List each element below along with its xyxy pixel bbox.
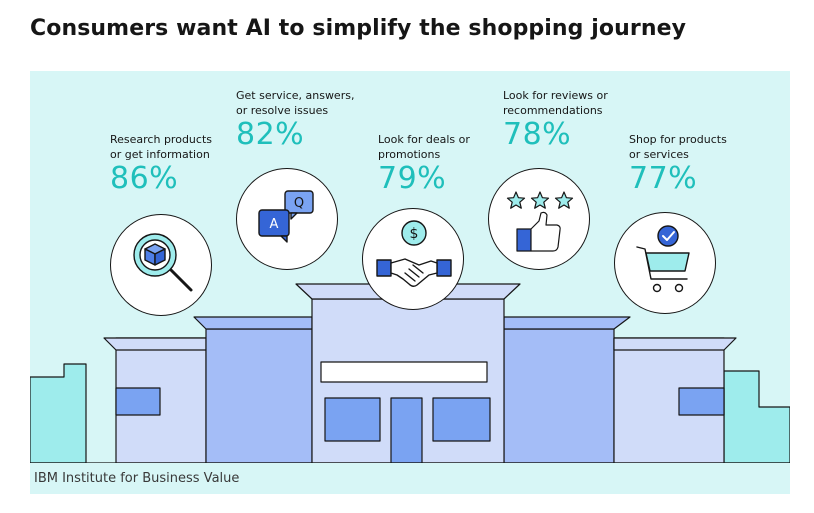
source-credit: IBM Institute for Business Value [34, 471, 240, 486]
stat-label: Shop for products or services [629, 133, 727, 161]
star-icon [530, 191, 550, 209]
stat-value: 77% [629, 161, 698, 196]
stat-value: 79% [378, 161, 447, 196]
center-left-window [324, 397, 381, 442]
chat-bubbles-icon: Q A [236, 168, 338, 270]
star-icon [506, 191, 526, 209]
store-door [390, 397, 423, 464]
stat-value: 82% [236, 117, 305, 152]
left-teal-building [30, 363, 87, 464]
right-window [678, 387, 725, 416]
page-title: Consumers want AI to simplify the shoppi… [30, 16, 687, 41]
star-icon [554, 191, 574, 209]
stat-service: Get service, answers, or resolve issues 8… [236, 88, 376, 152]
stat-label: Look for deals or promotions [378, 133, 470, 161]
stat-label: Look for reviews or recommendations [503, 89, 608, 117]
stat-label: Get service, answers, or resolve issues [236, 89, 355, 117]
store-sign [320, 361, 488, 383]
check-circle-icon [657, 225, 679, 247]
left-window [115, 387, 161, 416]
stars-thumbs-up-icon [488, 168, 590, 270]
handshake-dollar-icon: $ [362, 208, 464, 310]
left-dark-wing [205, 328, 313, 464]
stat-label: Research products or get information [110, 133, 212, 161]
center-right-window [432, 397, 491, 442]
stat-value: 78% [503, 117, 572, 152]
cube-magnifier-icon [110, 214, 212, 316]
storefront-illustration [30, 283, 790, 464]
stat-shop: Shop for products or services 77% [629, 132, 769, 196]
stat-value: 86% [110, 161, 179, 196]
right-teal-building [723, 370, 790, 464]
stat-deals: Look for deals or promotions 79% [378, 132, 518, 196]
dollar-sign: $ [410, 226, 419, 242]
chat-answer-letter: A [270, 217, 279, 232]
stat-reviews: Look for reviews or recommendations 78% [503, 88, 643, 152]
stat-research: Research products or get information 86% [110, 132, 250, 196]
infographic-panel: Research products or get information 86% … [30, 71, 790, 494]
right-dark-wing [503, 328, 615, 464]
chat-question-letter: Q [294, 196, 304, 211]
shopping-cart-icon [614, 212, 716, 314]
footer: IBM Institute for Business Value [30, 463, 790, 494]
